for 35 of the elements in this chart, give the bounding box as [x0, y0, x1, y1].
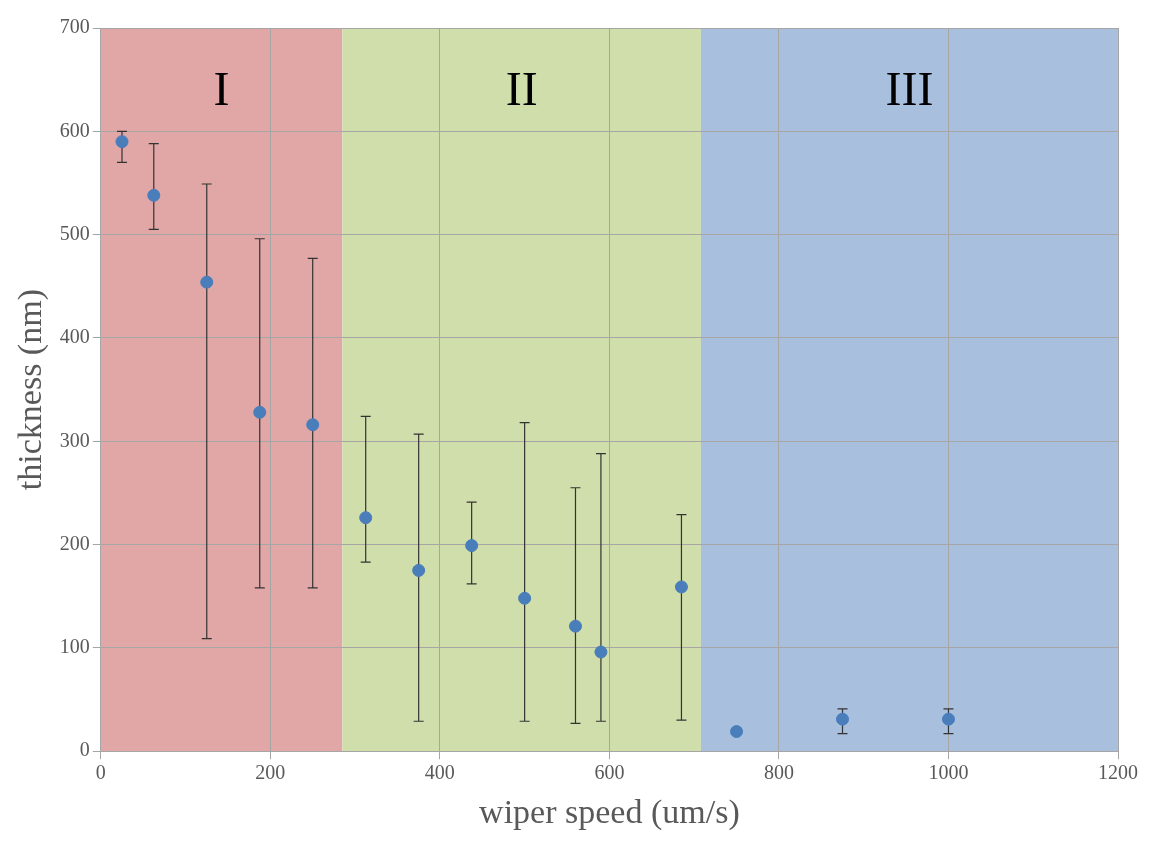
- y-tick-label: 300: [59, 428, 90, 451]
- point: [200, 275, 214, 289]
- point: [253, 405, 267, 419]
- y-tick-label: 500: [59, 221, 90, 244]
- point: [518, 591, 532, 605]
- point: [147, 188, 161, 202]
- x-tick-label: 800: [763, 761, 794, 784]
- x-tick-label: 0: [95, 761, 106, 784]
- point: [836, 712, 850, 726]
- point: [465, 539, 479, 553]
- y-tick-label: 100: [59, 635, 90, 658]
- x-tick-label: 1000: [928, 761, 969, 784]
- y-tick-label: 400: [59, 325, 90, 348]
- point: [306, 418, 320, 432]
- x-tick-label: 1200: [1098, 761, 1138, 784]
- x-tick-label: 400: [424, 761, 455, 784]
- point: [941, 712, 955, 726]
- point: [568, 619, 582, 633]
- band-label: III: [885, 61, 934, 115]
- point: [674, 580, 688, 594]
- band-label: II: [505, 61, 538, 115]
- y-axis-title: thickness (nm): [11, 289, 50, 491]
- point: [730, 725, 744, 739]
- point: [359, 511, 373, 525]
- point: [412, 563, 426, 577]
- y-tick-label: 0: [79, 738, 90, 761]
- y-tick-label: 200: [59, 531, 90, 554]
- y-tick-label: 700: [59, 15, 90, 38]
- x-tick-label: 200: [255, 761, 286, 784]
- y-tick-label: 600: [59, 118, 90, 141]
- x-axis-title: wiper speed (um/s): [479, 792, 740, 831]
- x-tick-label: 600: [594, 761, 625, 784]
- point: [115, 135, 129, 149]
- point: [594, 645, 608, 659]
- band-label: I: [213, 61, 230, 115]
